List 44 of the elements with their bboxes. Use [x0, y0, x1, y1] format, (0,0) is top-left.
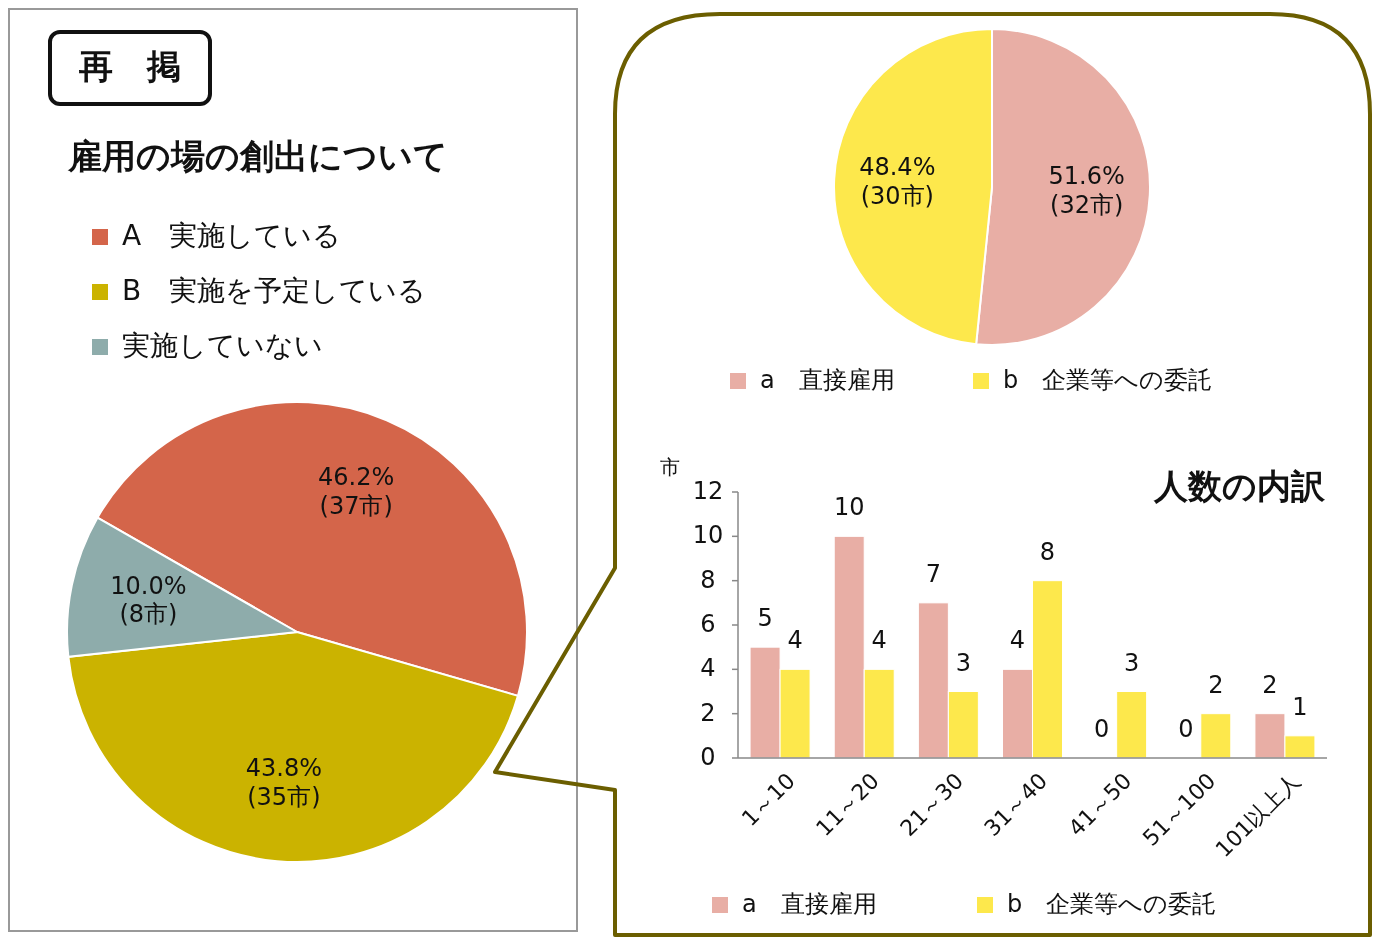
data-label: 1	[1292, 692, 1308, 721]
data-label: 3	[955, 648, 971, 677]
data-label: 4	[1009, 626, 1026, 655]
data-label: 7	[925, 559, 941, 588]
legend-label: a 直接雇用	[760, 366, 895, 394]
data-label: 10.0% (8市)	[110, 571, 187, 629]
data-label: 0	[1178, 715, 1194, 743]
data-label: 8	[1039, 537, 1056, 566]
legend-label: 実施していない	[122, 329, 323, 362]
data-label: 2	[1208, 670, 1224, 699]
legend-label: b 企業等への委託	[1007, 890, 1217, 918]
chart-title: 雇用の場の創出について	[67, 135, 448, 176]
y-tick-label: 6	[700, 610, 716, 638]
x-tick-label: 41～50	[1063, 768, 1137, 841]
x-tick-label: 31～40	[979, 768, 1053, 841]
x-tick-label: 11～20	[811, 768, 884, 841]
data-label: 10	[833, 493, 865, 522]
data-label: 51.6% (32市)	[1048, 162, 1125, 220]
legend-label: b 企業等への委託	[1003, 366, 1213, 394]
data-label: 5	[757, 604, 773, 633]
y-tick-label: 10	[692, 521, 724, 550]
data-label: 4	[787, 626, 803, 655]
data-label: 43.8% (35市)	[245, 753, 322, 811]
bar	[1200, 713, 1232, 759]
data-label: 0	[1094, 715, 1110, 743]
bar	[1116, 691, 1148, 759]
y-tick-label: 12	[692, 477, 724, 505]
data-label: 2	[1262, 670, 1278, 699]
data-label: 4	[871, 626, 887, 655]
legend-label: B 実施を予定している	[122, 274, 427, 307]
data-label: 46.2% (37市)	[318, 462, 395, 520]
annotation-box: 再 掲	[48, 30, 212, 106]
chart-title: 人数の内訳	[1153, 465, 1326, 506]
data-label: 48.4% (30市)	[859, 152, 936, 210]
legend-label: a 直接雇用	[742, 890, 877, 918]
y-tick-label: 4	[700, 654, 716, 683]
x-tick-label: 1～10	[736, 768, 800, 832]
y-tick-label: 2	[700, 698, 716, 727]
legend-label: A 実施している	[122, 219, 342, 252]
y-tick-label: 0	[700, 743, 716, 771]
x-tick-label: 21～30	[895, 768, 969, 841]
y-axis-title: 市	[660, 454, 680, 479]
data-label: 3	[1124, 648, 1140, 677]
y-tick-label: 8	[700, 565, 716, 594]
